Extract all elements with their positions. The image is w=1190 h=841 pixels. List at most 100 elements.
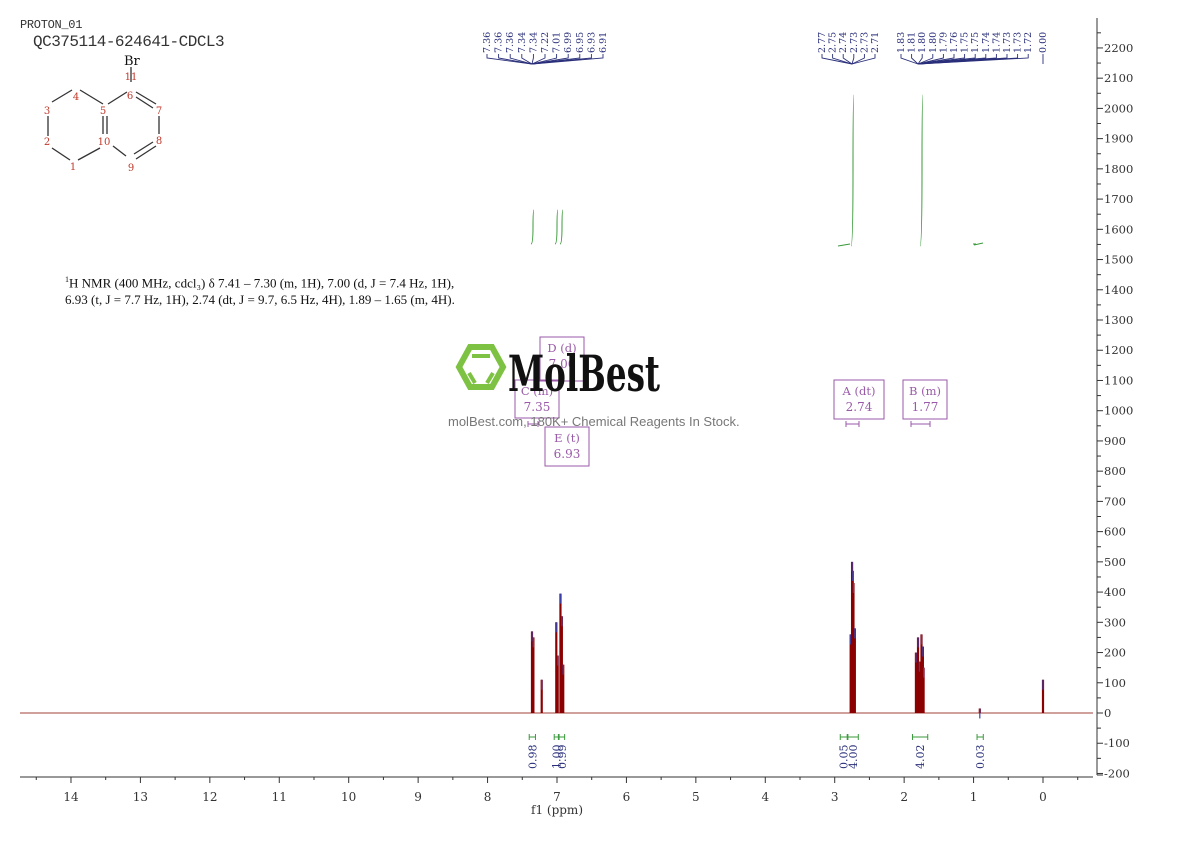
- multiplet-box: [544, 426, 590, 467]
- experiment-name: PROTON_01: [20, 18, 83, 32]
- integral-brackets: 0.98 1.000.99 0.054.00 4.02 0.03: [526, 734, 987, 769]
- peak-label: 1.72: [1023, 32, 1034, 53]
- multiplet-id: C (m): [521, 384, 553, 398]
- y-tick-label: 2000: [1104, 101, 1133, 115]
- peak-label: 7.36: [482, 32, 493, 53]
- y-tick-label: -100: [1104, 736, 1130, 750]
- peak-label: 7.36: [505, 32, 516, 53]
- x-tick-label: 4: [761, 790, 769, 804]
- y-tick-label: 1900: [1104, 132, 1133, 146]
- atom-label: 1: [70, 162, 76, 173]
- y-tick-label: 100: [1104, 676, 1126, 690]
- peak-label: 1.74: [981, 32, 992, 53]
- y-tick-label: 1600: [1104, 222, 1133, 236]
- peak-label: 0.00: [1038, 32, 1049, 53]
- peak-label: 2.74: [838, 32, 849, 53]
- y-tick-label: 700: [1104, 494, 1126, 508]
- y-tick-label: 2200: [1104, 41, 1133, 55]
- x-tick-label: 6: [623, 790, 631, 804]
- y-tick-label: 1700: [1104, 192, 1133, 206]
- multiplet-shift: 7.35: [524, 400, 551, 414]
- x-tick-label: 2: [900, 790, 908, 804]
- multiplet-shift: 7.00: [549, 357, 576, 371]
- multiplet-shift: 2.74: [846, 400, 873, 414]
- peak-label: 1.73: [1013, 32, 1024, 53]
- y-tick-label: 1400: [1104, 283, 1133, 297]
- bromine-label: Br: [124, 54, 141, 69]
- peak-label: 2.75: [828, 32, 839, 53]
- atom-label: 2: [44, 137, 50, 148]
- x-tick-label: 1: [970, 790, 978, 804]
- x-tick-label: 13: [133, 790, 148, 804]
- peak-label: 6.95: [575, 32, 586, 53]
- peak-label: 7.01: [552, 32, 563, 53]
- multiplet-shift: 1.77: [912, 400, 939, 414]
- multiplet-box: [902, 379, 948, 420]
- multiplet-id: E (t): [554, 431, 580, 445]
- superscript: 1: [65, 275, 69, 284]
- peak-label: 1.74: [991, 32, 1002, 53]
- x-tick-label: 5: [692, 790, 700, 804]
- x-tick-label: 7: [553, 790, 561, 804]
- integral-value: 4.00: [847, 745, 860, 770]
- atom-label: 8: [156, 136, 162, 147]
- description-line-2: 6.93 (t, J = 7.7 Hz, 1H), 2.74 (dt, J = …: [65, 292, 455, 308]
- x-tick-label: 10: [341, 790, 356, 804]
- atom-label: 4: [73, 92, 79, 103]
- x-tick-label: 8: [484, 790, 492, 804]
- atom-label: 10: [98, 137, 111, 148]
- peak-label: 2.73: [849, 32, 860, 53]
- y-tick-label: 1100: [1104, 373, 1133, 387]
- y-tick-label: 1000: [1104, 404, 1133, 418]
- integral-value: 0.98: [526, 745, 539, 770]
- peak-label: 7.34: [517, 32, 528, 53]
- atom-label: 11: [125, 72, 138, 83]
- y-tick-label: -200: [1104, 766, 1130, 780]
- x-tick-label: 12: [202, 790, 217, 804]
- integral-value: 4.02: [914, 745, 927, 770]
- molecule-structure: Br 1 2 3 4 5 6 7 8 9 10 11: [44, 54, 162, 174]
- multiplet-shift: 6.93: [554, 447, 581, 461]
- multiplet-id: D (d): [547, 341, 576, 355]
- x-tick-label: 0: [1039, 790, 1047, 804]
- y-tick-label: 2100: [1104, 71, 1133, 85]
- multiplet-id: A (dt): [842, 384, 876, 398]
- y-tick-label: 300: [1104, 615, 1126, 629]
- x-tick-label: 9: [414, 790, 422, 804]
- peak-label: 2.71: [870, 32, 881, 53]
- hexagon-logo-icon: [455, 344, 507, 390]
- x-tick-label: 11: [272, 790, 287, 804]
- integral-curves: [530, 94, 984, 247]
- integral-value: 0.03: [974, 745, 987, 770]
- x-tick-label: 14: [63, 790, 79, 804]
- brand-name: MolBest: [508, 344, 660, 398]
- peak-label: 7.34: [528, 32, 539, 53]
- peak-label: 1.76: [949, 32, 960, 53]
- multiplet-box: [539, 336, 585, 382]
- y-tick-label: 500: [1104, 555, 1126, 569]
- spectrum-trace: [20, 561, 1093, 719]
- peak-label: 1.75: [970, 32, 981, 53]
- description-line-1: H NMR (400 MHz, cdcl₃) δ 7.41 – 7.30 (m,…: [69, 275, 455, 291]
- atom-label: 7: [156, 106, 162, 117]
- multiplet-box: [514, 379, 560, 419]
- peak-label: 7.22: [540, 32, 551, 53]
- nmr-description: 1H NMR (400 MHz, cdcl₃) δ 7.41 – 7.30 (m…: [65, 271, 455, 308]
- peak-label: 1.73: [1002, 32, 1013, 53]
- peak-label: 1.80: [917, 32, 928, 53]
- integral-value: 1.00: [550, 745, 563, 770]
- sample-id: QC375114-624641-CDCL3: [33, 33, 225, 51]
- x-tick-label: 3: [831, 790, 839, 804]
- peak-label: 1.80: [928, 32, 939, 53]
- integral-value: 0.99: [556, 745, 569, 770]
- y-tick-label: 900: [1104, 434, 1126, 448]
- y-tick-label: 800: [1104, 464, 1126, 478]
- peak-label: 1.81: [907, 32, 918, 53]
- integral-value: 0.05: [838, 745, 851, 770]
- peak-label: 1.75: [960, 32, 971, 53]
- atom-label: 3: [44, 106, 50, 117]
- peak-label: 7.36: [494, 32, 505, 53]
- peak-label: 1.83: [896, 32, 907, 53]
- peak-label: 6.99: [563, 32, 574, 53]
